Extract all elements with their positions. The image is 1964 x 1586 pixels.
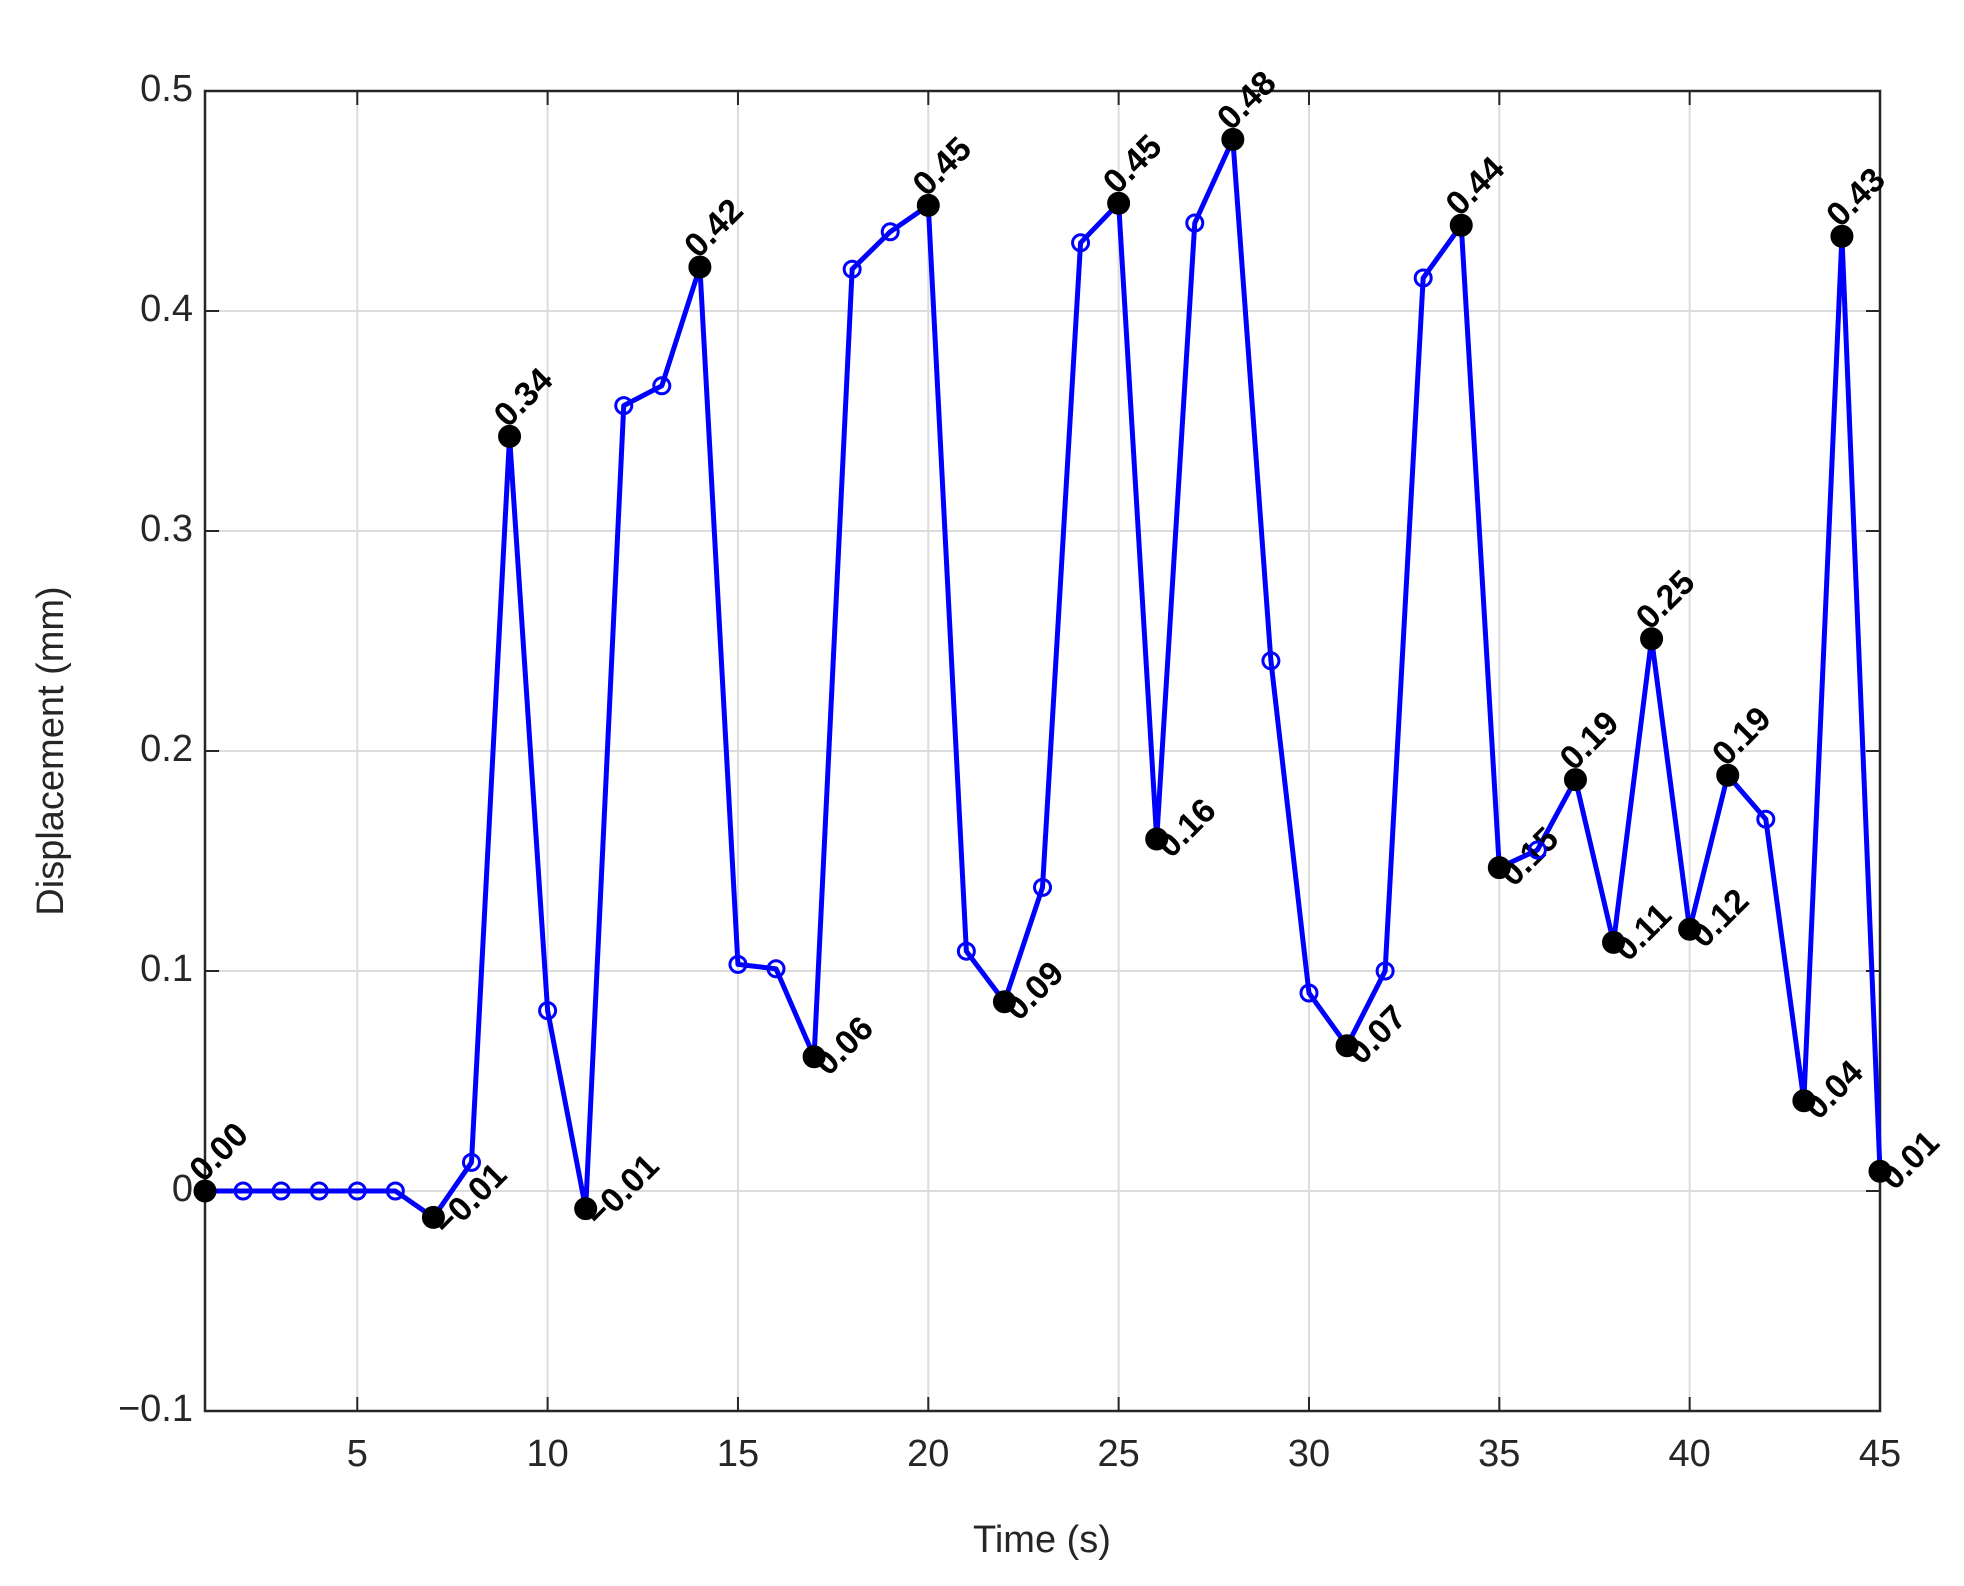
highlight-point: [916, 193, 940, 217]
y-tick-label: 0.5: [140, 68, 193, 110]
highlight-point: [1107, 191, 1131, 215]
highlight-point: [992, 990, 1016, 1014]
data-point: [538, 1001, 558, 1021]
data-point: [347, 1181, 367, 1201]
x-tick-label: 35: [1478, 1433, 1520, 1475]
y-axis-label: Displacement (mm): [30, 586, 72, 915]
highlight-point: [1145, 827, 1169, 851]
data-point: [1299, 983, 1319, 1003]
data-label: 0.04: [1797, 1053, 1871, 1127]
data-label: 0.45: [905, 130, 979, 204]
data-point: [385, 1181, 405, 1201]
highlight-point: [1449, 213, 1473, 237]
highlight-point: [1830, 224, 1854, 248]
data-label: 0.15: [1492, 820, 1566, 894]
highlight-point: [1487, 856, 1511, 880]
highlight-point: [498, 424, 522, 448]
data-point: [842, 259, 862, 279]
data-point: [880, 222, 900, 242]
y-tick-label: 0.2: [140, 728, 193, 770]
data-label: 0.43: [1819, 161, 1893, 235]
y-tick-label: 0: [172, 1168, 193, 1210]
data-label: 0.19: [1705, 700, 1779, 774]
highlight-point: [1716, 763, 1740, 787]
y-tick-label: −0.1: [118, 1388, 193, 1430]
data-point: [728, 954, 748, 974]
x-tick-label: 30: [1288, 1433, 1330, 1475]
data-label: 0.00: [182, 1115, 256, 1189]
highlight-point: [802, 1045, 826, 1069]
data-point: [1033, 877, 1052, 897]
highlight-point: [1221, 127, 1245, 151]
data-label: 0.12: [1683, 882, 1757, 956]
data-point: [271, 1181, 291, 1201]
highlight-point: [688, 255, 712, 279]
data-point: [309, 1181, 329, 1201]
data-point: [1261, 651, 1281, 671]
data-point: [614, 396, 634, 416]
data-point: [652, 376, 672, 396]
data-point: [766, 959, 786, 979]
data-label: 0.07: [1340, 998, 1414, 1072]
x-tick-label: 15: [717, 1433, 759, 1475]
highlight-point: [1868, 1159, 1892, 1183]
highlight-point: [1335, 1034, 1359, 1058]
x-tick-label: 25: [1097, 1433, 1139, 1475]
data-label: 0.01: [1873, 1124, 1947, 1198]
data-label: 0.19: [1553, 704, 1627, 778]
highlight-point: [1602, 930, 1626, 954]
highlight-point: [1678, 917, 1702, 941]
x-tick-label: 10: [526, 1433, 568, 1475]
y-tick-label: 0.1: [140, 948, 193, 990]
data-point: [1756, 809, 1776, 829]
data-point: [461, 1152, 481, 1172]
data-label: 0.09: [998, 954, 1072, 1028]
data-label: 0.34: [487, 361, 561, 435]
data-point: [1375, 961, 1395, 981]
x-tick-label: 40: [1669, 1433, 1711, 1475]
highlight-point: [1792, 1089, 1816, 1113]
highlight-point: [421, 1205, 445, 1229]
highlight-point: [1640, 627, 1664, 651]
data-label: 0.44: [1438, 149, 1512, 223]
y-tick-label: 0.4: [140, 288, 193, 330]
data-point: [1413, 268, 1433, 288]
data-point: [233, 1181, 253, 1201]
highlight-point: [1563, 768, 1587, 792]
data-point: [1527, 840, 1547, 860]
data-point: [956, 941, 976, 961]
x-tick-label: 20: [907, 1433, 949, 1475]
y-tick-label: 0.3: [140, 508, 193, 550]
data-label: 0.45: [1096, 128, 1170, 202]
plot-frame: [203, 89, 1882, 1413]
x-tick-label: 5: [347, 1433, 368, 1475]
data-label: 0.48: [1210, 64, 1284, 138]
x-tick-label: 45: [1859, 1433, 1901, 1475]
data-point: [1071, 233, 1091, 253]
x-axis-label: Time (s): [973, 1519, 1111, 1561]
data-point: [1185, 213, 1205, 233]
data-line: [205, 136, 1883, 1220]
data-label: 0.42: [677, 191, 751, 265]
highlight-point: [574, 1197, 598, 1221]
highlight-point: [193, 1179, 217, 1203]
data-label: 0.25: [1629, 563, 1703, 637]
